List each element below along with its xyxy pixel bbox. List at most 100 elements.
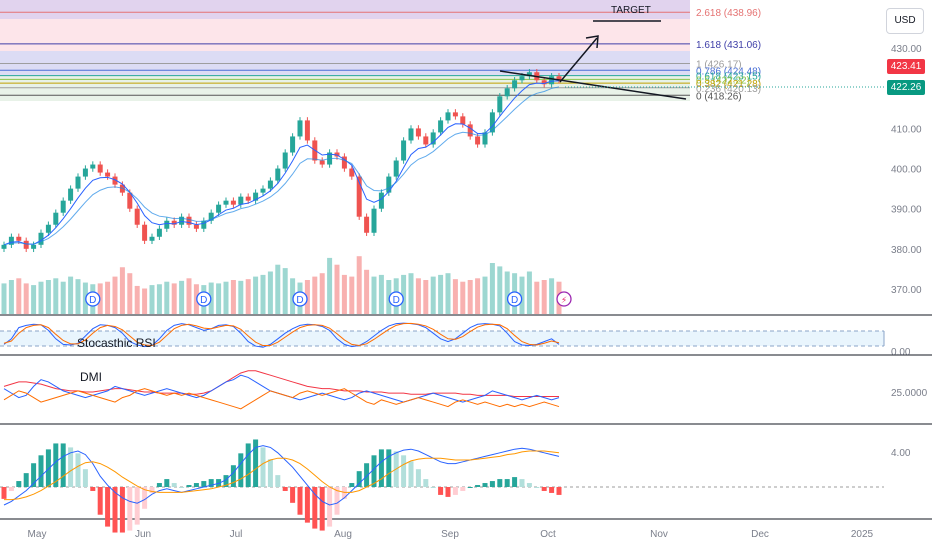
macd-histogram-bar [489,481,495,487]
macd-histogram-bar [23,473,29,487]
macd-histogram-bar [193,483,199,487]
fib-label-7: 0.236 (420.13) [696,84,761,95]
time-tick-0: May [28,529,47,540]
target-arrow-shaft [559,37,598,83]
volume-bar [179,280,185,314]
macd-histogram-bar [371,455,377,487]
price-tick-6: 430.00 [891,44,922,55]
volume-bar [401,274,407,314]
candle-body [364,216,370,233]
macd-histogram-bar [415,469,421,487]
macd-histogram-bar [45,449,51,487]
candle-body [267,180,273,189]
macd-histogram-bar [1,487,7,499]
candle-body [371,208,377,233]
macd-histogram-bar [401,455,407,487]
candle-body [97,164,103,173]
earnings-marker-icon: ⚡ [561,296,567,306]
volume-bar [119,267,125,314]
macd-histogram-bar [8,487,14,491]
candle-body [401,140,407,161]
volume-bar [408,273,414,314]
macd-histogram-bar [119,487,125,533]
candle-body [230,200,236,205]
volume-bar [223,281,229,314]
fib-label-1: 1.618 (431.06) [696,40,761,51]
volume-bar [445,273,451,314]
candle-body [253,192,259,201]
candle-body [430,132,436,145]
volume-bar [16,278,22,314]
volume-bar [23,283,29,314]
candle-body [134,208,140,225]
macd-histogram-bar [156,483,162,487]
fib-label-0: 2.618 (438.96) [696,8,761,19]
macd-histogram-bar [386,449,392,487]
dividend-marker-label: D [296,295,303,306]
volume-bar [134,285,140,314]
candle-body [45,224,51,233]
volume-bar [415,278,421,314]
current-price-tag: 423.41 [887,59,925,74]
dividend-marker[interactable]: D [196,291,212,307]
macd-histogram-bar [341,487,347,499]
macd-histogram-bar [334,487,340,515]
volume-bar [260,274,266,314]
macd-histogram-bar [475,485,481,487]
candle-body [68,188,74,201]
dmi-tick: 25.0000 [891,388,928,399]
fib-label-6: 0.382 (421.28) [696,79,761,90]
volume-bar [423,280,429,314]
macd-histogram-bar [164,479,170,487]
fib-lines: 2.618 (438.96)1.618 (431.06)1 (426.17)0.… [0,8,761,102]
dividend-marker-circle [388,291,404,307]
dividend-marker-label: D [511,295,518,306]
candle-body [541,80,547,85]
candle-body [142,224,148,241]
volume-bar [267,271,273,314]
earnings-marker[interactable]: ⚡ [556,291,572,307]
candle-body [319,160,325,165]
volume-bar [171,283,177,314]
currency-button[interactable]: USD [886,8,924,34]
macd-histogram-bar [430,487,436,488]
macd-histogram-bar [364,463,370,487]
price-tick-1: 380.00 [891,245,922,256]
dividend-marker[interactable]: D [85,291,101,307]
volume-bar [430,276,436,314]
volume-bars [1,256,562,314]
volume-bar [68,276,74,314]
candle-body [16,236,22,241]
earnings-marker-circle [556,291,572,307]
macd-histogram-bar [297,487,303,515]
candle-body [186,216,192,225]
event-markers[interactable]: D D D D D ⚡ [85,291,572,307]
macd-histogram-bar [149,487,155,493]
candle-body [467,124,473,137]
candle-body [526,72,532,77]
candle-body [356,176,362,217]
macd-histogram-bar [378,449,384,487]
macd-histogram-bar [549,487,555,493]
volume-bar [489,263,495,314]
macd-histogram-bar [460,487,466,491]
candle-body [415,128,421,137]
macd-histogram-bar [127,487,133,531]
candle-body [23,240,29,249]
macd-histogram-bar [452,487,458,495]
dividend-marker[interactable]: D [292,291,308,307]
volume-bar [519,276,525,314]
volume-bar [497,266,503,314]
volume-bar [482,276,488,314]
dividend-marker-label: D [200,295,207,306]
candle-body [60,200,66,213]
volume-bar [319,273,325,314]
candle-body [179,216,185,225]
time-tick-3: Aug [334,529,352,540]
trendline-descending [499,70,687,100]
volume-bar [541,280,547,314]
macd-histogram-bar [90,487,96,491]
dividend-marker[interactable]: D [388,291,404,307]
volume-bar [349,276,355,314]
dividend-marker[interactable]: D [506,291,523,307]
